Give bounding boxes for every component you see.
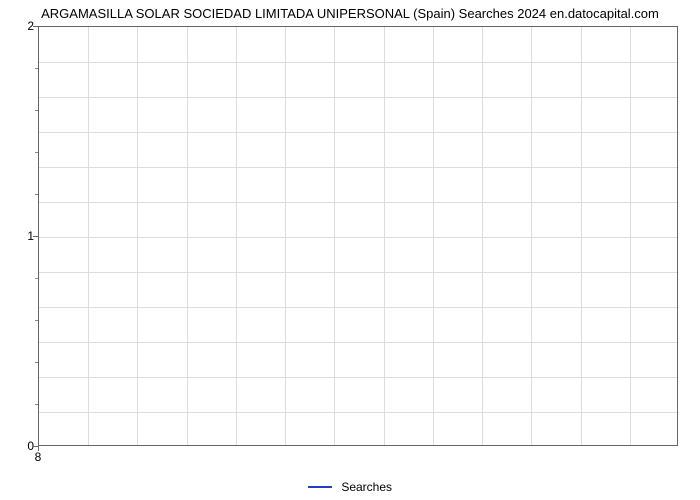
grid-hline <box>39 272 677 273</box>
grid-hline <box>39 202 677 203</box>
y-tick-label: 0 <box>14 439 34 453</box>
y-tick-mark <box>33 26 38 27</box>
grid-hline <box>39 97 677 98</box>
grid-hline <box>39 132 677 133</box>
grid-vline <box>581 27 582 445</box>
x-tick-label: 8 <box>35 450 42 464</box>
y-tick-mark <box>33 236 38 237</box>
x-tick-mark <box>38 446 39 451</box>
grid-vline <box>531 27 532 445</box>
legend-line-swatch <box>308 486 332 488</box>
grid-vline <box>285 27 286 445</box>
grid-vline <box>88 27 89 445</box>
grid-vline <box>187 27 188 445</box>
y-minor-tick <box>35 362 38 363</box>
grid-vline <box>236 27 237 445</box>
chart-title: ARGAMASILLA SOLAR SOCIEDAD LIMITADA UNIP… <box>0 6 700 21</box>
grid-hline <box>39 167 677 168</box>
grid-hline <box>39 62 677 63</box>
y-minor-tick <box>35 278 38 279</box>
grid-vline <box>334 27 335 445</box>
grid-hline <box>39 342 677 343</box>
grid-hline <box>39 307 677 308</box>
y-tick-label: 2 <box>14 19 34 33</box>
y-minor-tick <box>35 404 38 405</box>
chart-legend: Searches <box>0 479 700 494</box>
grid-hline <box>39 377 677 378</box>
grid-vline <box>433 27 434 445</box>
y-minor-tick <box>35 110 38 111</box>
y-minor-tick <box>35 194 38 195</box>
y-minor-tick <box>35 320 38 321</box>
grid-vline <box>137 27 138 445</box>
y-minor-tick <box>35 152 38 153</box>
grid-vline <box>384 27 385 445</box>
grid-vline <box>482 27 483 445</box>
plot-area <box>38 26 678 446</box>
y-tick-label: 1 <box>14 229 34 243</box>
line-chart: ARGAMASILLA SOLAR SOCIEDAD LIMITADA UNIP… <box>0 0 700 500</box>
legend-label: Searches <box>341 480 392 494</box>
y-minor-tick <box>35 68 38 69</box>
grid-vline <box>630 27 631 445</box>
grid-hline <box>39 237 677 238</box>
grid-hline <box>39 412 677 413</box>
